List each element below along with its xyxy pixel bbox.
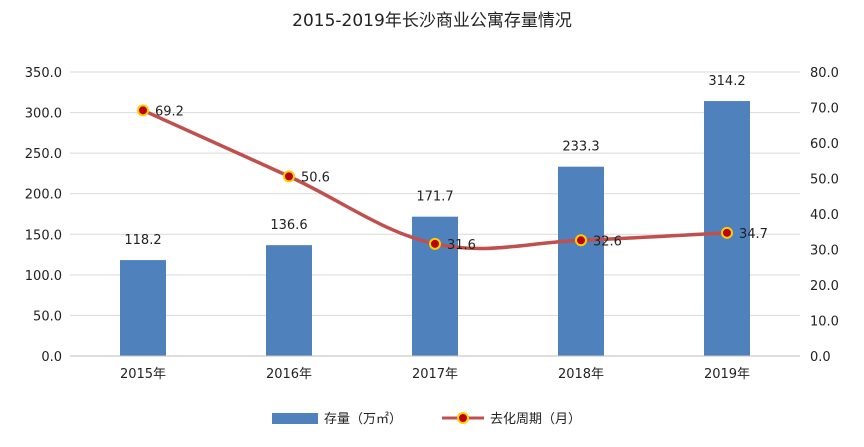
y-left-tick-label: 50.0 (33, 309, 62, 324)
line-marker (575, 234, 587, 247)
bar (266, 245, 312, 356)
x-axis: 2015年 2016年 2017年 2018年 2019年 (70, 355, 800, 382)
y-left-tick-label: 300.0 (25, 107, 62, 122)
bar-series: 118.2 136.6 171.7 233.3 314.2 (120, 74, 750, 357)
y-right-tick-label: 60.0 (810, 137, 839, 152)
bar-data-label: 171.7 (416, 190, 453, 205)
right-axis: 0.0 10.0 20.0 30.0 40.0 50.0 60.0 70.0 80.0 (810, 66, 839, 365)
line-marker (721, 226, 733, 239)
y-left-tick-label: 0.0 (41, 350, 62, 365)
y-left-tick-label: 100.0 (25, 269, 62, 284)
x-tick-label: 2017年 (412, 367, 458, 382)
x-tick-label: 2015年 (120, 367, 166, 382)
left-axis: 0.0 50.0 100.0 150.0 200.0 250.0 300.0 350.0 (25, 66, 62, 365)
line-data-label: 50.6 (301, 170, 330, 185)
y-left-tick-label: 150.0 (25, 228, 62, 243)
legend-swatch-marker (457, 412, 469, 424)
line-data-label: 31.6 (447, 238, 476, 253)
bar (120, 260, 166, 356)
line-data-label: 34.7 (739, 227, 768, 242)
line-marker (283, 170, 295, 183)
line-marker (429, 237, 441, 250)
x-tick-label: 2019年 (704, 367, 750, 382)
line-data-label: 32.6 (593, 234, 622, 249)
chart-title: 2015-2019年长沙商业公寓存量情况 (292, 11, 572, 31)
y-right-tick-label: 0.0 (810, 350, 831, 365)
x-tick-label: 2016年 (266, 367, 312, 382)
bar-data-label: 233.3 (562, 140, 599, 155)
y-left-tick-label: 200.0 (25, 188, 62, 203)
y-left-tick-label: 350.0 (25, 66, 62, 81)
line-marker (137, 104, 149, 117)
bar-data-label: 118.2 (124, 233, 161, 248)
y-right-tick-label: 40.0 (810, 208, 839, 223)
y-right-tick-label: 70.0 (810, 102, 839, 117)
line-data-label: 69.2 (155, 104, 184, 119)
y-left-tick-label: 250.0 (25, 147, 62, 162)
y-right-tick-label: 50.0 (810, 173, 839, 188)
y-right-tick-label: 20.0 (810, 279, 839, 294)
bar (558, 166, 604, 356)
line-series: 69.2 50.6 31.6 32.6 34.7 (137, 104, 768, 253)
legend-label-line: 去化周期（月） (490, 412, 581, 427)
bar-data-label: 136.6 (270, 218, 307, 233)
legend: 存量（万㎡） 去化周期（月） (272, 412, 581, 427)
y-right-tick-label: 10.0 (810, 315, 839, 330)
legend-label-bar: 存量（万㎡） (324, 412, 402, 427)
y-right-tick-label: 80.0 (810, 66, 839, 81)
y-right-tick-label: 30.0 (810, 244, 839, 259)
legend-swatch-bar (272, 413, 318, 424)
bar-data-label: 314.2 (708, 74, 745, 89)
x-tick-label: 2018年 (558, 367, 604, 382)
